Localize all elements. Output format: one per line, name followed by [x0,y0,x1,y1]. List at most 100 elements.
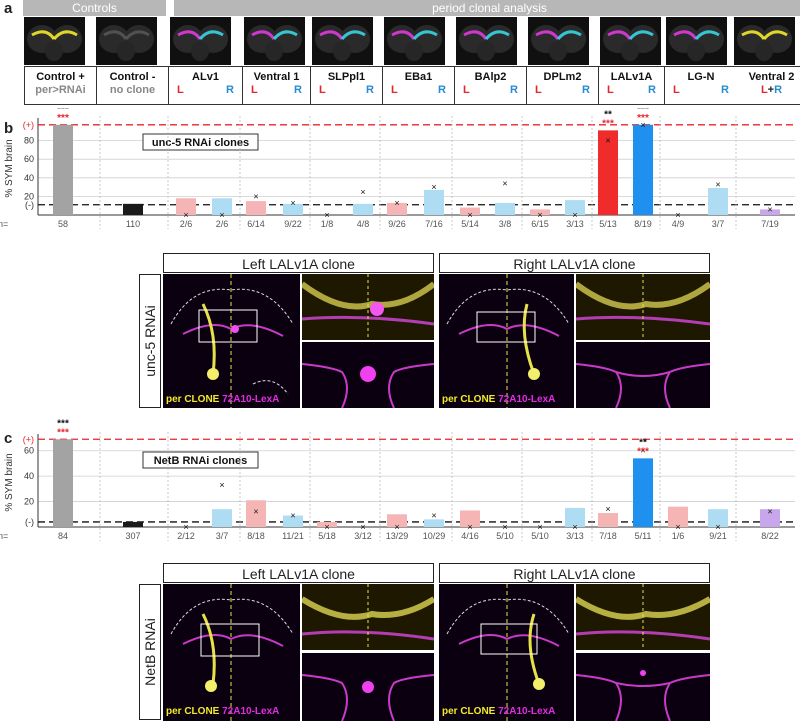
n-label: 3/7 [712,219,725,229]
y-tick-label: 40 [24,471,34,481]
right-mark: R [294,84,302,96]
right-mark: R [582,84,590,96]
mean-marker: × [290,511,295,521]
significance-stars-black: *** [57,108,69,115]
n-label: 9/22 [284,219,302,229]
label-eba1: EBa1 L R [383,67,455,104]
bar [283,203,303,215]
bar [760,209,780,215]
mean-marker: × [183,522,188,532]
significance-stars-black: ** [604,109,612,120]
unc5-left-brain-image [163,274,300,408]
bar [283,515,303,527]
label-name: SLPpl1 [327,71,366,83]
bar [123,521,143,527]
y-tick-label: (+) [23,434,34,444]
label-slppl1: SLPpl1 L R [311,67,383,104]
bar [598,513,618,527]
significance-stars-black: *** [57,418,69,429]
n-label: 5/14 [461,219,479,229]
unc5-left-zoom-top [302,274,434,340]
left-mark: L [391,84,398,96]
brain-thumbnail [666,17,727,65]
bar [530,209,550,215]
label-name: Control - [109,71,156,83]
mean-marker: × [640,120,645,130]
label-dplm2: DPLm2 L R [527,67,599,104]
netb-right-zoom-bottom [576,653,710,721]
n-label: 5/18 [318,531,336,541]
panel-a-letter: a [4,0,13,17]
n-label: 7/16 [425,219,443,229]
y-tick-label: 80 [24,136,34,146]
n-label: 4/16 [461,531,479,541]
n-prefix: n= [0,219,8,229]
clone-label-box: Control + per>RNAi Control - no clone AL… [24,66,800,105]
controls-header: Controls [23,0,166,16]
n-label: 5/11 [635,531,652,541]
n-label: 110 [126,219,140,229]
mean-marker: × [183,210,188,220]
n-label: 5/13 [599,219,617,229]
label-name: LALv1A [610,71,653,83]
brain-thumbnail [456,17,517,65]
label-ventral-2: Ventral 2 L+R [737,67,800,104]
label-name: Ventral 2 [748,71,795,83]
n-label: 6/15 [531,219,549,229]
chart-title-box [142,451,259,469]
mean-marker: × [290,198,295,208]
label-name: BAlp2 [474,71,507,83]
n-label: 3/8 [499,219,512,229]
mean-marker: × [467,522,472,532]
bar [424,189,444,215]
significance-stars-red: *** [57,427,69,438]
n-label: 3/12 [354,531,372,541]
netb-left-zoom-bottom [302,653,434,721]
brain-thumbnail [170,17,231,65]
bar [633,458,653,527]
left-mark: L [251,84,258,96]
bar [760,509,780,527]
y-axis-label: % SYM brain [4,453,15,511]
bar [176,198,196,215]
left-mark: L [607,84,614,96]
chart-title-box [142,133,259,151]
y-tick-label: (-) [25,200,34,210]
mean-marker: × [767,204,772,214]
mean-marker: × [219,210,224,220]
n-label: 1/8 [321,219,334,229]
n-label: 5/10 [496,531,514,541]
y-tick-label: 60 [24,154,34,164]
mean-marker: × [219,480,224,490]
significance-stars-red: *** [637,113,649,124]
netb-left-brain-image [163,584,300,721]
n-label: 8/19 [634,219,652,229]
mean-marker: × [394,198,399,208]
bar [424,519,444,527]
n-label: 9/21 [709,531,727,541]
bar [53,124,73,215]
mean-marker: × [572,522,577,532]
n-prefix: n= [0,531,8,541]
y-tick-label: 60 [24,446,34,456]
bar [246,201,266,215]
bar [708,509,728,527]
left-mark: L [319,84,326,96]
mean-marker: × [502,522,507,532]
unc5-row-label: unc-5 RNAi [139,274,161,408]
mean-marker: × [324,522,329,532]
n-label: 58 [58,219,68,229]
unc5-left-zoom-bottom [302,342,434,408]
right-mark: R [721,84,729,96]
chart-title: unc-5 RNAi clones [152,137,249,149]
n-label: 6/14 [247,219,265,229]
n-label: 3/13 [566,219,584,229]
right-mark: R [438,84,446,96]
mean-marker: × [431,182,436,192]
mean-marker: × [253,507,258,517]
right-mark: R [366,84,374,96]
bar [633,124,653,215]
